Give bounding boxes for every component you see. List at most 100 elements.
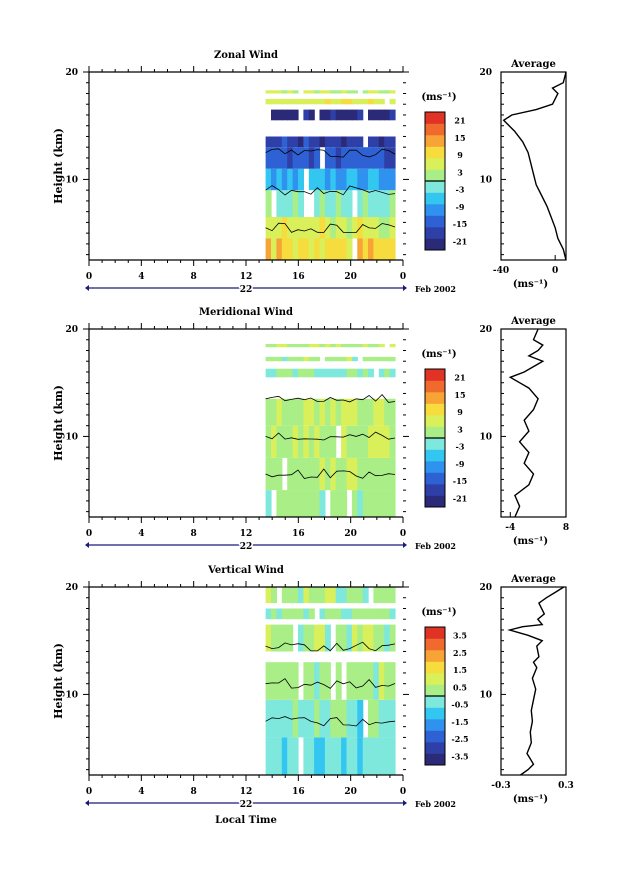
heatmap-cell [368, 136, 374, 148]
heatmap-cell [351, 147, 358, 169]
heatmap-cell [362, 608, 369, 620]
heatmap-cell [319, 699, 326, 738]
heatmap-cell [281, 608, 288, 620]
heatmap-cell [341, 136, 348, 148]
heatmap-cell [357, 457, 364, 491]
heatmap-cell [341, 238, 348, 260]
heatmap-cell [378, 238, 385, 260]
heatmap-cell [330, 587, 337, 604]
heatmap-cell [281, 90, 288, 94]
heatmap-cell [303, 136, 310, 148]
heatmap-cell [362, 344, 369, 348]
colorbar-segment [425, 742, 445, 754]
heatmap-cell [346, 737, 353, 775]
heatmap-cell [351, 398, 358, 426]
x-tick-label: 8 [191, 272, 197, 282]
heatmap-cell [368, 608, 374, 620]
x-tick-label: 16 [292, 529, 305, 539]
colorbar-segment [425, 415, 445, 427]
heatmap-cell [351, 490, 358, 517]
heatmap-cell [384, 587, 391, 604]
colorbar-segment [425, 627, 445, 639]
y-axis-label: Height (km) [52, 385, 65, 461]
heatmap-cell [324, 109, 331, 121]
heatmap-cell [324, 136, 331, 148]
heatmap-cell [341, 147, 348, 169]
heatmap-cell [357, 368, 364, 378]
heatmap-cell [378, 398, 385, 426]
average-x-label: (ms⁻¹) [513, 536, 548, 547]
heatmap-cell [351, 90, 358, 94]
heatmap-cell [378, 425, 385, 458]
heatmap-cell [314, 238, 321, 260]
heatmap-cell [351, 356, 358, 362]
heatmap-cell [351, 136, 358, 148]
heatmap-cell [265, 344, 272, 348]
y-tick-label: 20 [65, 68, 78, 78]
heatmap-cell [281, 168, 288, 191]
heatmap-cell [308, 344, 315, 348]
heatmap-cell [341, 109, 348, 121]
heatmap-cell [357, 662, 364, 700]
heatmap-cell [319, 398, 326, 426]
heatmap-cell [281, 238, 288, 260]
y-tick-label: 10 [65, 175, 78, 185]
heatmap-cell [330, 344, 337, 348]
heatmap-cell [281, 662, 288, 700]
heatmap-cell [319, 98, 326, 105]
heatmap-cell [357, 699, 364, 738]
heatmap-cell [276, 457, 283, 491]
heatmap-cell [287, 147, 294, 169]
colorbar-segment [425, 146, 445, 159]
heatmap-cell [335, 147, 342, 169]
heatmap-cell [357, 98, 364, 105]
heatmap-cell [330, 356, 337, 362]
heatmap-cell [378, 608, 385, 620]
average-frame [500, 328, 567, 518]
heatmap-cell [292, 147, 299, 169]
heatmap-cell [341, 624, 348, 652]
heatmap-cell [346, 624, 353, 652]
heatmap-cell [362, 425, 369, 458]
heatmap-cell [276, 238, 283, 260]
heatmap-cell [287, 457, 294, 491]
average-y-tick-label: 20 [479, 583, 492, 593]
heatmap-cell [271, 90, 277, 94]
heatmap-field [265, 90, 396, 260]
heatmap-cell [346, 587, 353, 604]
heatmap-cell [298, 398, 304, 426]
heatmap-cell [292, 457, 299, 491]
colorbar-tick-label: -15 [453, 219, 467, 229]
heatmap-cell [335, 168, 342, 191]
heatmap-cell [271, 699, 277, 738]
heatmap-cell [303, 90, 310, 94]
heatmap-cell [298, 608, 304, 620]
heatmap-cell [281, 356, 288, 362]
heatmap-cell [287, 356, 294, 362]
heatmap-cell [265, 90, 272, 94]
heatmap-cell [319, 608, 326, 620]
heatmap-cell [357, 398, 364, 426]
colorbar-segment [425, 661, 445, 674]
heatmap-cell [341, 490, 348, 517]
heatmap-cell [368, 98, 374, 105]
heatmap-cell [384, 136, 391, 148]
heatmap-cell [389, 368, 396, 378]
heatmap-cell [346, 368, 353, 378]
x-tick-label: 20 [344, 529, 357, 539]
average-x-tick-label: -4 [505, 523, 515, 533]
heatmap-cell [373, 356, 380, 362]
heatmap-cell [287, 608, 294, 620]
heatmap-cell [324, 356, 331, 362]
heatmap-cell [362, 238, 369, 260]
average-frame [500, 71, 567, 261]
heatmap-cell [314, 398, 321, 426]
heatmap-cell [276, 662, 283, 700]
heatmap-cell [303, 344, 310, 348]
heatmap-cell [314, 344, 321, 348]
heatmap-cell [351, 217, 358, 239]
heatmap-cell [271, 662, 277, 700]
heatmap-cell [384, 356, 391, 362]
heatmap-cell [351, 98, 358, 105]
heatmap-cell [378, 136, 385, 148]
